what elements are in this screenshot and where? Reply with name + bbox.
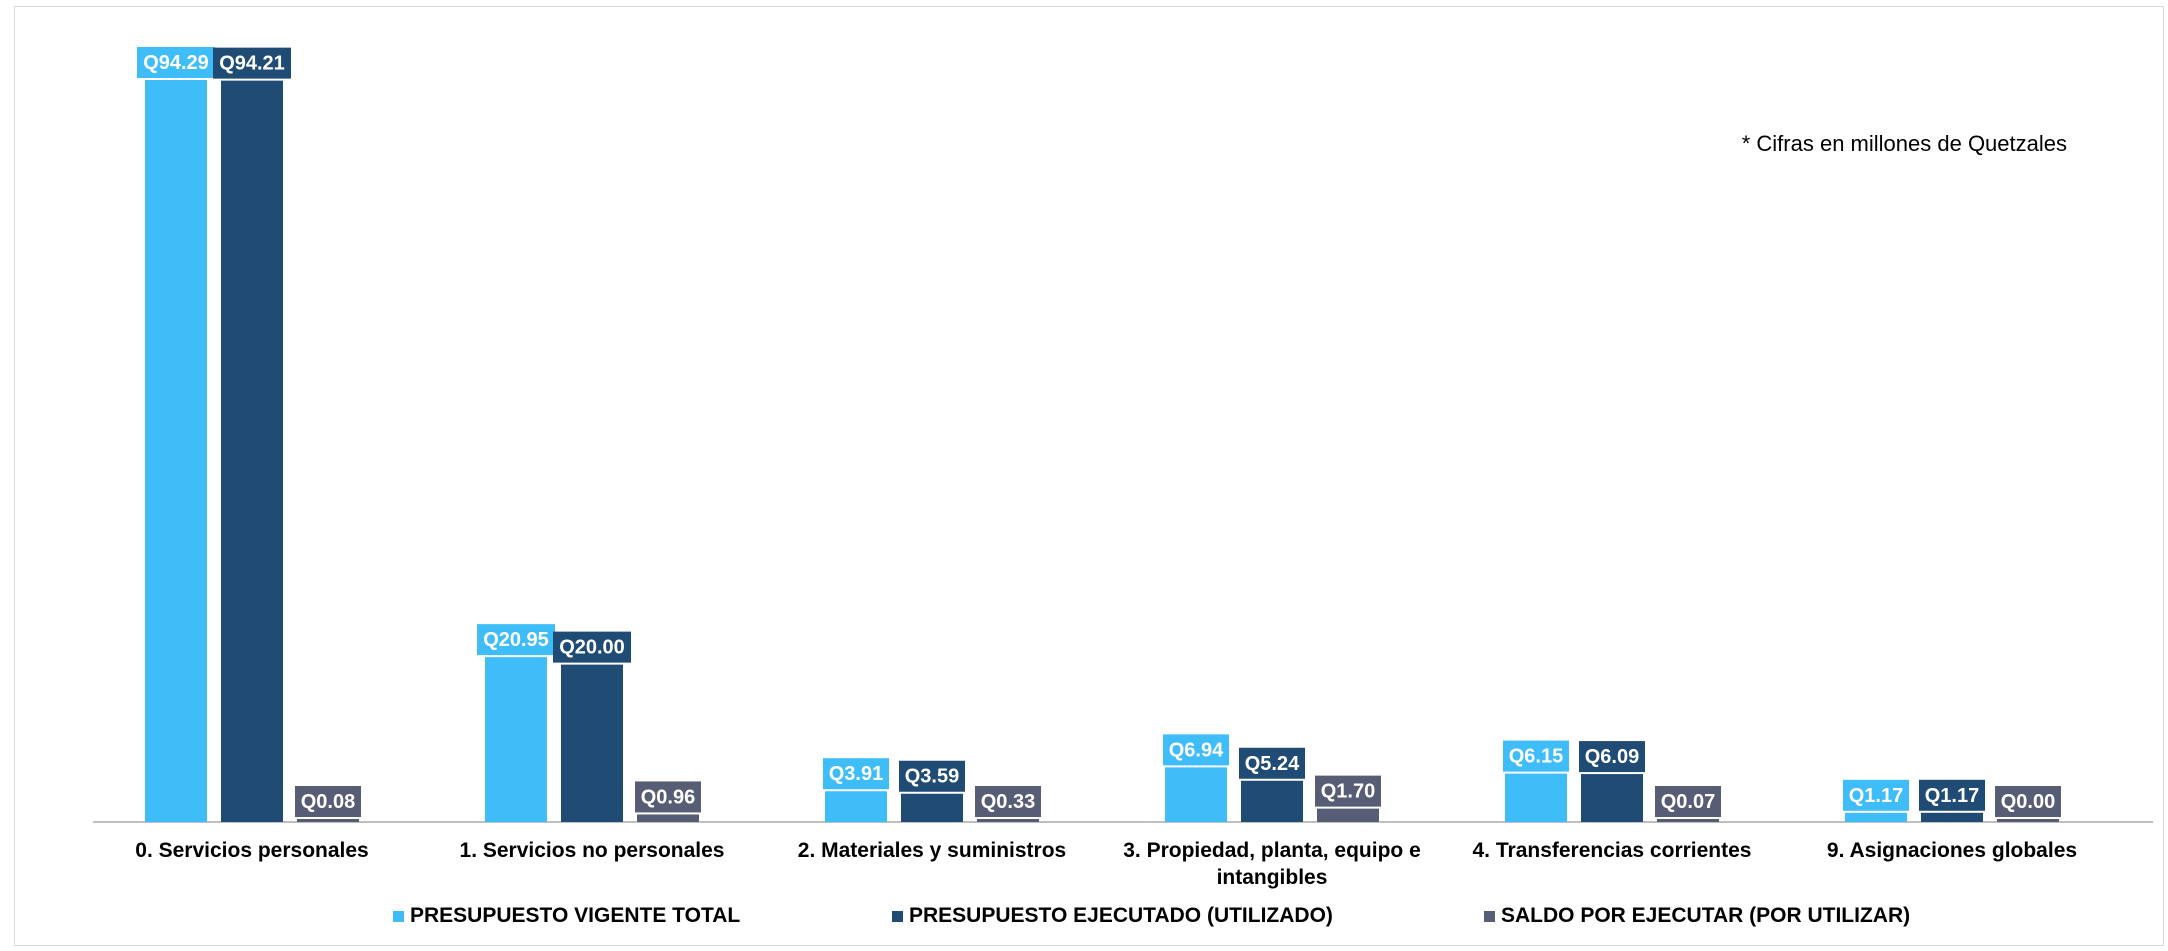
bar-0-3 bbox=[1165, 767, 1227, 822]
data-label-box-0-3 bbox=[1163, 734, 1229, 766]
data-label-box-2-0 bbox=[295, 786, 361, 817]
data-label-2-4: Q0.07 bbox=[1661, 791, 1715, 813]
bar-1-4 bbox=[1581, 774, 1643, 822]
data-label-box-0-4 bbox=[1503, 740, 1569, 772]
data-label-1-4: Q6.09 bbox=[1585, 746, 1639, 768]
data-label-2-1: Q0.96 bbox=[641, 786, 695, 808]
data-label-0-5: Q1.17 bbox=[1849, 785, 1903, 807]
bar-1-3 bbox=[1241, 780, 1303, 822]
data-label-2-0: Q0.08 bbox=[301, 791, 355, 813]
data-label-box-1-5 bbox=[1919, 779, 1985, 811]
bar-1-2 bbox=[901, 793, 963, 822]
data-label-0-0: Q94.29 bbox=[143, 52, 209, 74]
data-label-2-2: Q0.33 bbox=[981, 791, 1035, 813]
data-label-box-0-0 bbox=[137, 47, 215, 78]
bar-0-1 bbox=[485, 657, 547, 822]
legend-swatch-ejecutado bbox=[892, 910, 903, 922]
bar-1-1 bbox=[561, 664, 623, 822]
data-label-box-2-1 bbox=[635, 781, 701, 813]
category-label-5: 9. Asignaciones globales bbox=[1827, 839, 2077, 862]
bar-2-0 bbox=[297, 819, 359, 822]
data-label-box-0-2 bbox=[823, 758, 889, 790]
legend-swatch-saldo bbox=[1484, 910, 1495, 922]
data-label-box-2-2 bbox=[975, 786, 1041, 817]
data-label-1-1: Q20.00 bbox=[559, 637, 625, 659]
legend-item-ejecutado: PRESUPUESTO EJECUTADO (UTILIZADO) bbox=[892, 904, 1333, 928]
data-label-box-0-5 bbox=[1843, 779, 1909, 811]
data-label-box-1-2 bbox=[899, 760, 965, 792]
category-label-2: 2. Materiales y suministros bbox=[798, 839, 1066, 862]
data-label-box-1-4 bbox=[1579, 741, 1645, 773]
bar-2-1 bbox=[637, 814, 699, 822]
legend-label-vigente: PRESUPUESTO VIGENTE TOTAL bbox=[410, 904, 741, 927]
bar-2-2 bbox=[977, 819, 1039, 822]
bar-1-5 bbox=[1921, 812, 1983, 822]
bar-0-4 bbox=[1505, 773, 1567, 822]
data-label-box-2-5 bbox=[1995, 786, 2061, 817]
category-label-3-line2: intangibles bbox=[1217, 866, 1328, 889]
chart-frame bbox=[14, 6, 2164, 946]
data-label-box-2-3 bbox=[1315, 775, 1381, 807]
category-label-1: 1. Servicios no personales bbox=[460, 839, 725, 862]
data-label-1-0: Q94.21 bbox=[219, 53, 285, 75]
data-label-0-3: Q6.94 bbox=[1169, 739, 1224, 761]
data-label-box-2-4 bbox=[1655, 786, 1721, 817]
legend-label-ejecutado: PRESUPUESTO EJECUTADO (UTILIZADO) bbox=[909, 904, 1333, 927]
data-label-1-2: Q3.59 bbox=[905, 766, 959, 788]
data-label-1-3: Q5.24 bbox=[1245, 753, 1300, 775]
data-label-2-3: Q1.70 bbox=[1321, 781, 1375, 803]
bar-2-4 bbox=[1657, 819, 1719, 822]
data-label-0-2: Q3.91 bbox=[829, 763, 883, 785]
bar-0-0 bbox=[145, 80, 207, 822]
bar-1-0 bbox=[221, 80, 283, 823]
data-label-box-1-3 bbox=[1239, 747, 1305, 779]
data-label-box-1-0 bbox=[213, 47, 291, 79]
data-label-1-5: Q1.17 bbox=[1925, 785, 1979, 807]
legend-swatch-vigente bbox=[393, 910, 404, 922]
data-label-0-4: Q6.15 bbox=[1509, 746, 1563, 768]
category-label-4: 4. Transferencias corrientes bbox=[1473, 839, 1752, 862]
legend-label-saldo: SALDO POR EJECUTAR (POR UTILIZAR) bbox=[1501, 904, 1911, 927]
data-label-box-0-1 bbox=[477, 624, 555, 656]
data-label-box-1-1 bbox=[553, 631, 631, 663]
category-label-0: 0. Servicios personales bbox=[135, 839, 368, 862]
bar-2-3 bbox=[1317, 808, 1379, 822]
bar-0-5 bbox=[1845, 812, 1907, 822]
bar-0-2 bbox=[825, 791, 887, 822]
data-label-0-1: Q20.95 bbox=[483, 629, 549, 651]
legend-item-saldo: SALDO POR EJECUTAR (POR UTILIZAR) bbox=[1484, 904, 1910, 928]
data-label-2-5: Q0.00 bbox=[2001, 791, 2055, 813]
category-label-3: 3. Propiedad, planta, equipo e bbox=[1123, 839, 1421, 862]
units-note: * Cifras en millones de Quetzales bbox=[1741, 131, 2067, 156]
bar-2-5 bbox=[1997, 819, 2059, 822]
legend-item-vigente-total: PRESUPUESTO VIGENTE TOTAL bbox=[393, 904, 740, 928]
